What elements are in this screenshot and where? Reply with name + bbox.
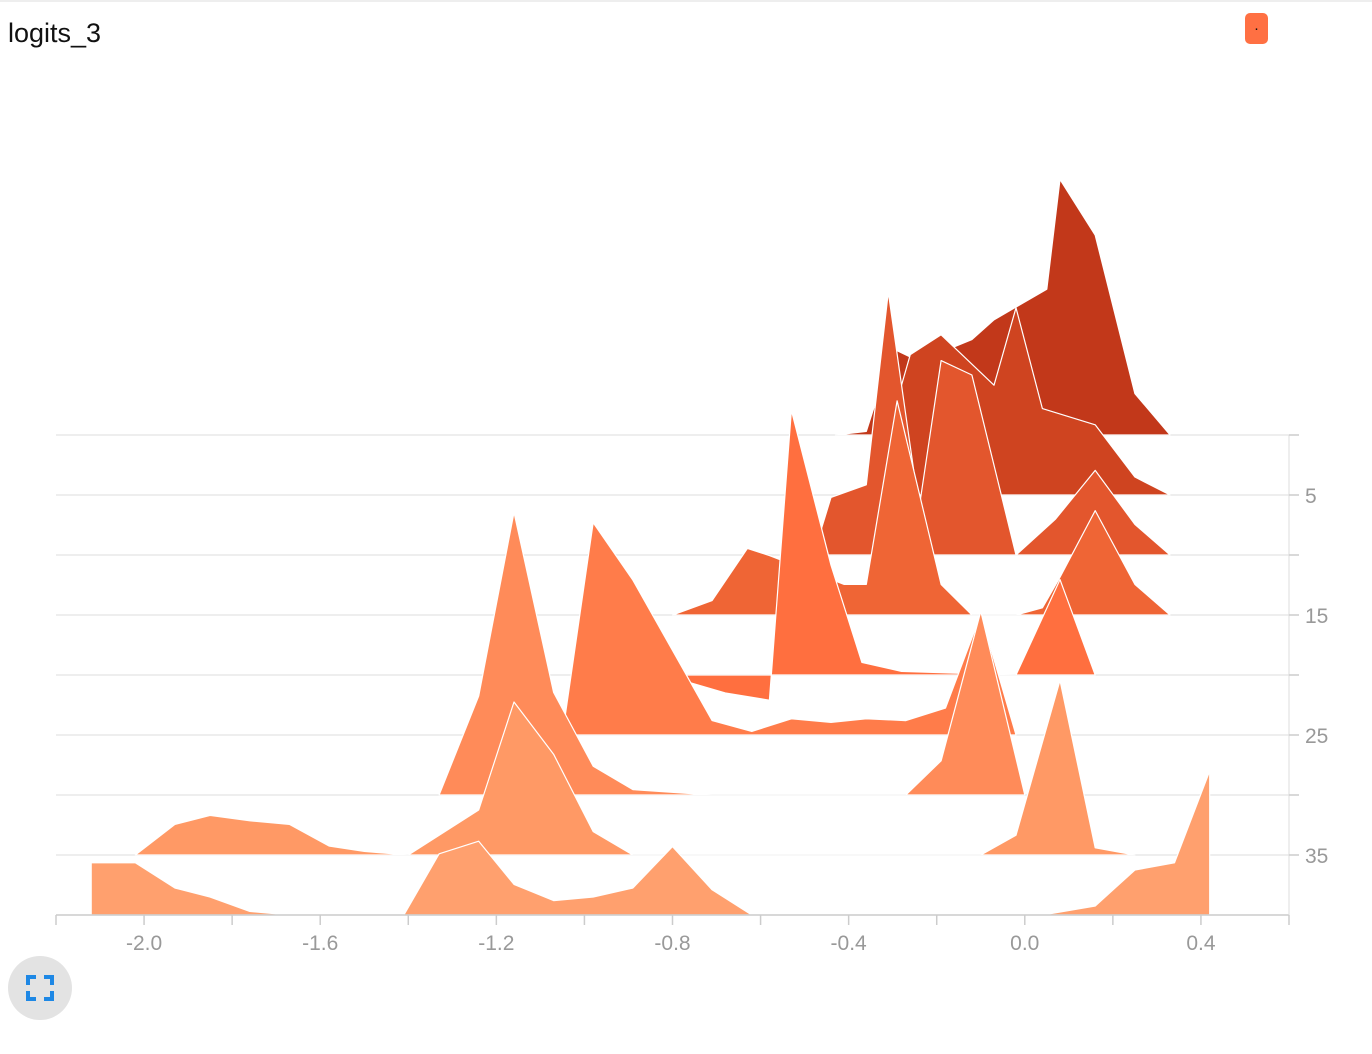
histogram-ridges xyxy=(90,178,1211,916)
fullscreen-icon xyxy=(26,975,54,1001)
x-tick-label: -1.2 xyxy=(478,932,514,950)
ridge-step-35 xyxy=(134,679,1136,856)
y-axis: 5 15 25 35 xyxy=(1288,434,1328,915)
y-tick-label: 25 xyxy=(1305,725,1328,748)
chart-title: logits_3 xyxy=(8,18,102,48)
y-tick-label: 5 xyxy=(1305,485,1317,508)
x-tick-label: -0.4 xyxy=(831,932,868,950)
legend-swatch[interactable]: · xyxy=(1245,13,1268,44)
x-tick-label: -1.6 xyxy=(302,932,338,950)
x-tick-label: 0.4 xyxy=(1186,932,1216,950)
x-tick-label: -0.8 xyxy=(654,932,690,950)
ridge-step-15 xyxy=(671,400,1171,616)
x-tick-label: -2.0 xyxy=(126,932,162,950)
top-divider xyxy=(0,0,1372,2)
y-tick-label: 15 xyxy=(1305,605,1328,628)
ridge-step-40 xyxy=(90,770,1211,916)
x-axis: -2.0 -1.6 -1.2 -0.8 -0.4 0.0 0.4 xyxy=(55,914,1290,950)
ridge-step-20 xyxy=(663,409,1096,701)
fullscreen-button[interactable] xyxy=(8,956,72,1020)
x-tick-label: 0.0 xyxy=(1010,932,1039,950)
ridgeline-chart: -2.0 -1.6 -1.2 -0.8 -0.4 0.0 0.4 5 15 25 35 xyxy=(55,178,1328,950)
y-tick-label: 35 xyxy=(1305,845,1328,868)
